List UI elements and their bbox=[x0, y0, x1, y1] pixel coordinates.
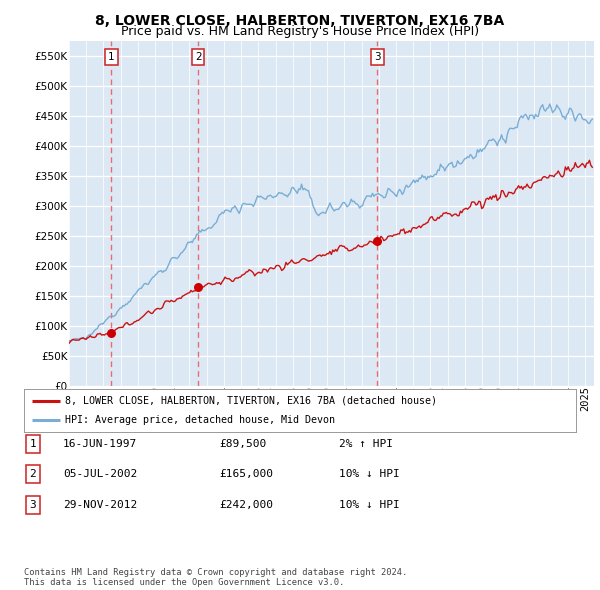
Text: 16-JUN-1997: 16-JUN-1997 bbox=[63, 439, 137, 448]
Text: 29-NOV-2012: 29-NOV-2012 bbox=[63, 500, 137, 510]
Text: Price paid vs. HM Land Registry's House Price Index (HPI): Price paid vs. HM Land Registry's House … bbox=[121, 25, 479, 38]
Text: 2% ↑ HPI: 2% ↑ HPI bbox=[339, 439, 393, 448]
Text: 10% ↓ HPI: 10% ↓ HPI bbox=[339, 500, 400, 510]
Text: 2: 2 bbox=[195, 52, 202, 62]
Text: Contains HM Land Registry data © Crown copyright and database right 2024.
This d: Contains HM Land Registry data © Crown c… bbox=[24, 568, 407, 587]
Text: £89,500: £89,500 bbox=[219, 439, 266, 448]
Text: 3: 3 bbox=[374, 52, 380, 62]
Text: 1: 1 bbox=[108, 52, 115, 62]
Text: 05-JUL-2002: 05-JUL-2002 bbox=[63, 470, 137, 479]
Text: £165,000: £165,000 bbox=[219, 470, 273, 479]
Text: £242,000: £242,000 bbox=[219, 500, 273, 510]
Text: 8, LOWER CLOSE, HALBERTON, TIVERTON, EX16 7BA (detached house): 8, LOWER CLOSE, HALBERTON, TIVERTON, EX1… bbox=[65, 396, 437, 406]
Text: HPI: Average price, detached house, Mid Devon: HPI: Average price, detached house, Mid … bbox=[65, 415, 335, 425]
Text: 2: 2 bbox=[29, 470, 37, 479]
Text: 8, LOWER CLOSE, HALBERTON, TIVERTON, EX16 7BA: 8, LOWER CLOSE, HALBERTON, TIVERTON, EX1… bbox=[95, 14, 505, 28]
Text: 10% ↓ HPI: 10% ↓ HPI bbox=[339, 470, 400, 479]
Text: 1: 1 bbox=[29, 439, 37, 448]
Text: 3: 3 bbox=[29, 500, 37, 510]
